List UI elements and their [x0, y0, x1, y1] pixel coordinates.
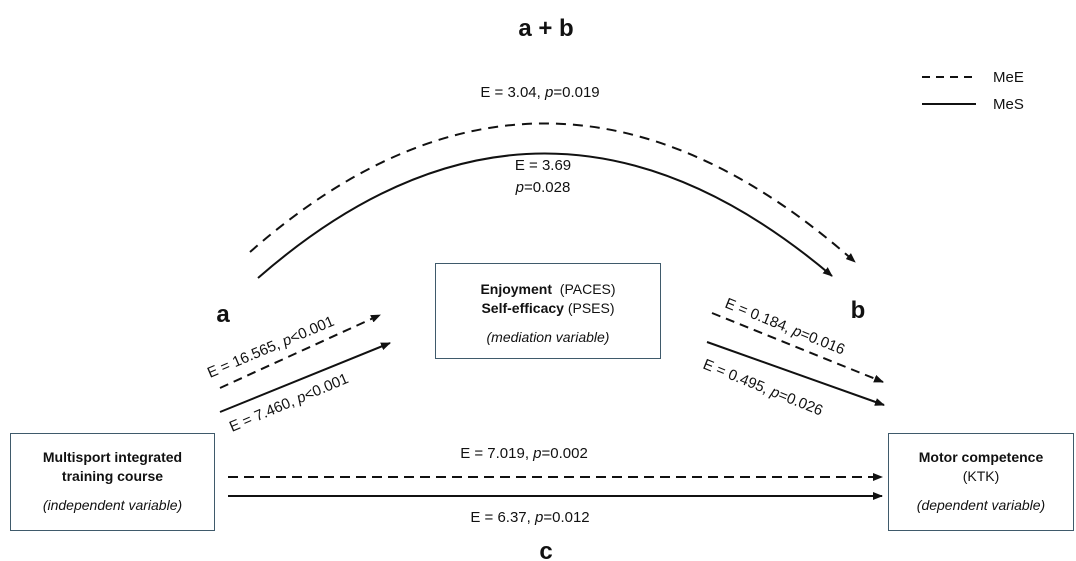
effect-ab-mee: E = 3.04, p=0.019: [480, 84, 599, 101]
effect-b-mee: E = 0.184, p=0.016: [723, 295, 848, 359]
effect-ab-mes-p: p=0.028: [515, 179, 571, 196]
mediator-line1: Enjoyment (PACES): [480, 281, 616, 297]
independent-line2: training course: [61, 468, 164, 484]
path-b-label: b: [851, 297, 866, 324]
effect-ab-mes: E = 3.69: [515, 157, 571, 174]
path-c-label: c: [539, 538, 552, 561]
mediation-variable-box: Enjoyment (PACES) Self-efficacy (PSES) (…: [435, 263, 661, 359]
arc-ab-solid: [257, 152, 833, 279]
arrow-b-solid: [706, 341, 885, 406]
arrow-a-solid: [219, 342, 391, 413]
legend-mee-label: MeE: [993, 69, 1024, 86]
dependent-line2: (KTK): [962, 468, 1000, 484]
path-a-label: a: [216, 301, 230, 328]
independent-variable-box: Multisport integrated training course (i…: [10, 433, 215, 531]
arc-ab-dashed: [249, 122, 856, 263]
legend-mes-label: MeS: [993, 96, 1024, 113]
dependent-variable-box: Motor competence (KTK) (dependent variab…: [888, 433, 1074, 531]
effect-c-mes: E = 6.37, p=0.012: [470, 509, 589, 526]
effect-a-mes: E = 7.460, p<0.001: [227, 370, 351, 436]
dependent-note: (dependent variable): [916, 497, 1046, 513]
mediator-line2: Self-efficacy (PSES): [481, 300, 615, 316]
independent-line1: Multisport integrated: [42, 449, 183, 465]
total-path-label: a + b: [518, 15, 573, 42]
independent-note: (independent variable): [42, 497, 183, 513]
arrow-b-dashed: [711, 312, 884, 383]
dependent-line1: Motor competence: [918, 449, 1044, 465]
effect-b-mes: E = 0.495, p=0.026: [701, 356, 826, 420]
mediator-note: (mediation variable): [486, 329, 610, 345]
effect-c-mee: E = 7.019, p=0.002: [460, 445, 588, 462]
